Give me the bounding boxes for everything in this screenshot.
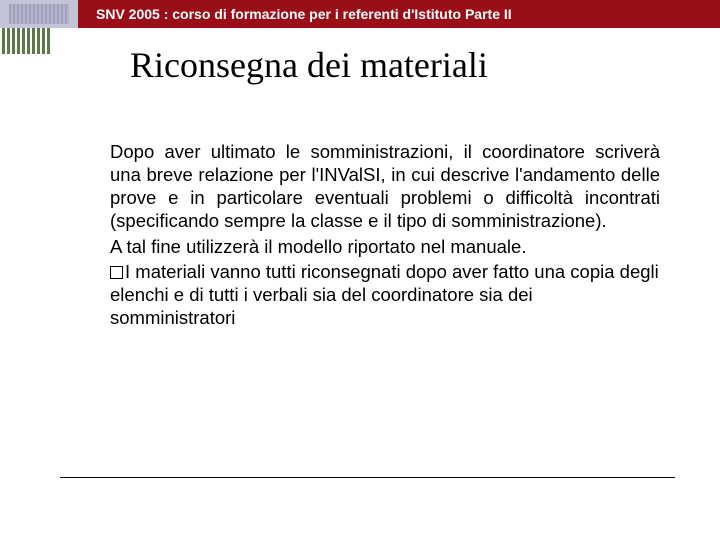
stripe (32, 28, 35, 54)
footer-divider (60, 477, 675, 479)
stripe (37, 28, 40, 54)
checkbox-icon (110, 266, 123, 279)
slide-title: Riconsegna dei materiali (130, 44, 488, 86)
stripe (47, 28, 50, 54)
header-title: SNV 2005 : corso di formazione per i ref… (78, 6, 512, 22)
header-bar: SNV 2005 : corso di formazione per i ref… (0, 0, 720, 28)
stripe (42, 28, 45, 54)
decorative-stripes (0, 28, 58, 56)
stripe (7, 28, 10, 54)
body-content: Dopo aver ultimato le somministrazioni, … (110, 140, 660, 329)
paragraph-1: Dopo aver ultimato le somministrazioni, … (110, 140, 660, 233)
stripe (12, 28, 15, 54)
paragraph-3-text: I materiali vanno tutti riconsegnati dop… (110, 261, 659, 328)
stripe (2, 28, 5, 54)
header-logo (0, 0, 78, 28)
stripe (22, 28, 25, 54)
paragraph-3: I materiali vanno tutti riconsegnati dop… (110, 260, 660, 329)
header-logo-graphic (9, 4, 69, 24)
stripe (17, 28, 20, 54)
stripe (27, 28, 30, 54)
paragraph-2: A tal fine utilizzerà il modello riporta… (110, 235, 660, 258)
